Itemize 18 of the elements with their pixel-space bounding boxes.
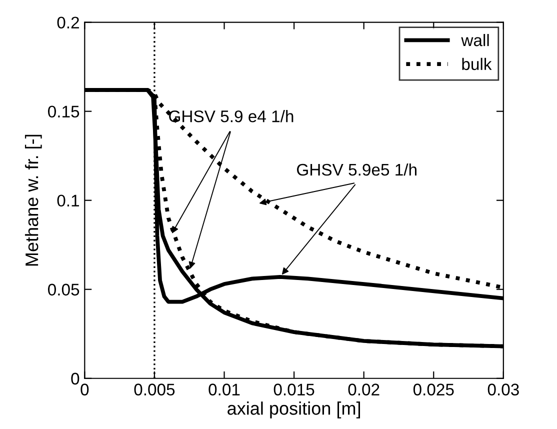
x-tick-label: 0.015	[274, 384, 314, 396]
legend-label: wall	[461, 34, 489, 46]
y-tick-label: 0.05	[48, 284, 80, 296]
annotation: GHSV 5.9 e4 1/h	[169, 110, 294, 122]
annotation: GHSV 5.9e5 1/h	[297, 163, 416, 176]
x-tick-label: 0.02	[348, 384, 380, 396]
x-tick-label: 0.03	[488, 384, 519, 396]
y-axis-title: Methane w. fr. [-]	[24, 134, 42, 266]
x-axis-title: axial position [m]	[228, 402, 360, 418]
x-tick-label: 0	[80, 384, 89, 396]
y-tick-label: 0.15	[48, 106, 80, 118]
legend-label: bulk	[462, 58, 492, 70]
x-tick-label: 0.01	[208, 384, 240, 396]
y-tick-label: 0.1	[57, 194, 79, 207]
y-tick-label: 0.2	[57, 16, 79, 29]
x-tick-label: 0.005	[134, 384, 175, 396]
x-tick-label: 0.025	[413, 384, 454, 396]
y-tick-label: 0	[71, 372, 80, 385]
